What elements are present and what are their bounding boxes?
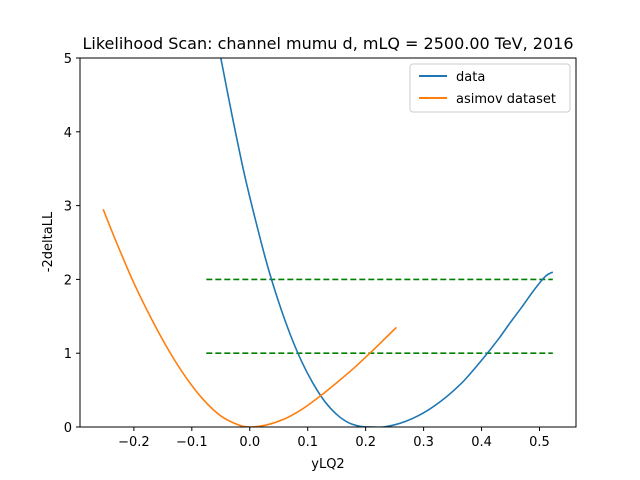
x-tick-label: 0.2 xyxy=(355,435,376,450)
legend: data asimov dataset xyxy=(409,63,571,113)
series-line-data xyxy=(220,58,554,427)
chart-title: Likelihood Scan: channel mumu d, mLQ = 2… xyxy=(82,34,573,53)
x-tick-label: 0.0 xyxy=(239,435,260,450)
y-axis-label: -2deltaLL xyxy=(41,211,56,272)
y-axis-ticks: 0 1 2 3 4 5 xyxy=(64,52,80,436)
reference-lines xyxy=(206,278,553,355)
x-tick-label: 0.4 xyxy=(471,435,492,450)
y-tick-label: 0 xyxy=(64,421,72,436)
y-tick-label: 5 xyxy=(64,52,72,67)
series-lines xyxy=(102,58,554,427)
legend-label-asimov: asimov dataset xyxy=(456,92,556,107)
x-axis-label: yLQ2 xyxy=(311,457,344,472)
y-tick-label: 3 xyxy=(64,200,72,215)
x-tick-label: −0.2 xyxy=(118,435,150,450)
x-tick-label: −0.1 xyxy=(176,435,208,450)
legend-box xyxy=(409,63,571,113)
y-tick-label: 4 xyxy=(64,126,72,141)
x-tick-label: 0.3 xyxy=(413,435,434,450)
series-line-asimov xyxy=(102,208,397,427)
axes-frame xyxy=(79,57,577,428)
legend-label-data: data xyxy=(456,70,485,85)
x-tick-label: 0.5 xyxy=(529,435,550,450)
y-tick-label: 2 xyxy=(64,273,72,288)
x-axis-ticks: −0.2 −0.1 0.0 0.1 0.2 0.3 0.4 0.5 xyxy=(118,427,550,450)
y-tick-label: 1 xyxy=(64,347,72,362)
x-tick-label: 0.1 xyxy=(297,435,318,450)
